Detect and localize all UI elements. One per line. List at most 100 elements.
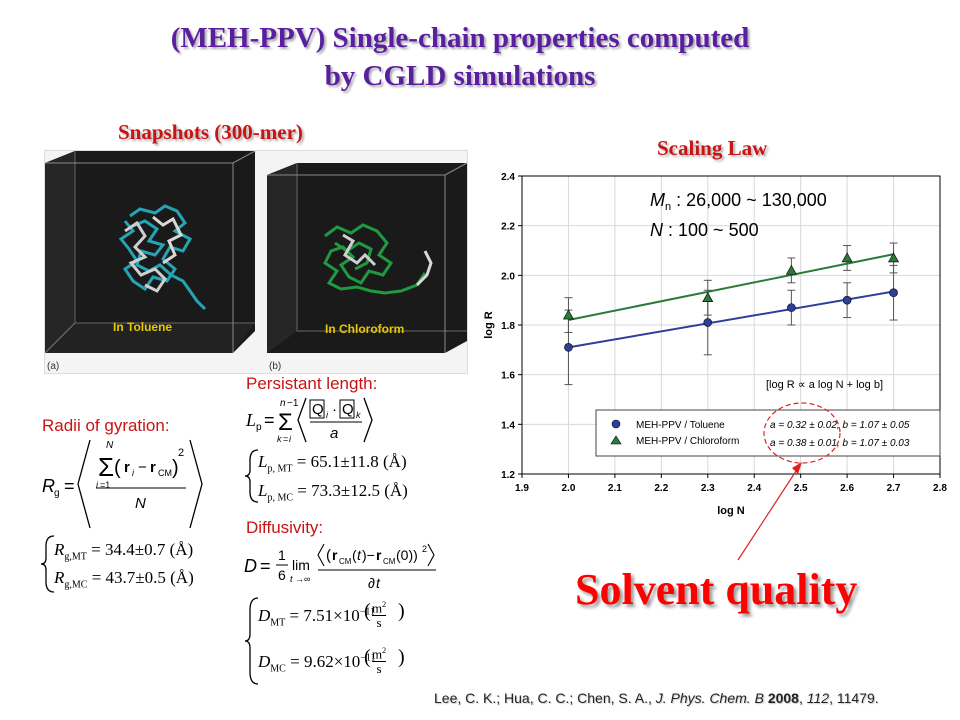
diffusivity-brace [244, 596, 272, 686]
svg-text:=: = [283, 434, 288, 444]
svg-text:1: 1 [278, 547, 286, 563]
slide-title-line-1: (MEH-PPV) Single-chain properties comput… [170, 22, 750, 54]
solvent-quality-arrow [737, 462, 802, 561]
svg-text:t: t [357, 547, 362, 563]
svg-text:i: i [289, 434, 292, 444]
y-tick-label: 1.8 [501, 321, 515, 332]
svg-text:(: ( [114, 457, 121, 479]
n-annotation: N : 100 ~ 500 [650, 220, 759, 240]
mn-annotation: Mn : 26,000 ~ 130,000 [650, 190, 827, 213]
chloroform-snapshot-box [267, 162, 468, 353]
svg-text:r: r [376, 547, 382, 563]
svg-text:N : 100 ~ 500: N : 100 ~ 500 [650, 220, 759, 240]
slide-title-line-2: by CGLD simulations [324, 60, 596, 92]
legend-label-toluene: MEH-PPV / Toluene [636, 420, 725, 431]
svg-text:D: D [244, 556, 257, 576]
svg-text:p: p [256, 422, 262, 433]
y-tick-label: 2.4 [501, 172, 515, 183]
y-tick-label: 1.6 [501, 371, 515, 382]
chart-series [562, 242, 900, 386]
d-mt-mantissa: 7.51×10 [303, 606, 360, 625]
lp-mt-value: 65.1±11.8 (Å) [310, 452, 407, 471]
data-point [562, 309, 574, 320]
svg-text:i: i [132, 468, 135, 478]
persistent-length-formula: L p = n −1 Σ k = i Q i · Q k a [244, 392, 444, 448]
chloroform-label: In Chloroform [325, 322, 404, 336]
citation-authors: Lee, C. K.; Hua, C. C.; Chen, S. A., [434, 690, 656, 706]
svg-text:i: i [96, 480, 99, 490]
fit-equation: [log R ∝ a log N + log b] [766, 379, 883, 391]
svg-text:6: 6 [278, 567, 286, 583]
fit-line [568, 290, 894, 349]
svg-text:=: = [260, 556, 271, 576]
fit-label-toluene: a = 0.32 ± 0.02, b = 1.07 ± 0.05 [770, 420, 910, 431]
y-tick-label: 1.2 [501, 470, 515, 481]
radii-of-gyration-label: Radii of gyration: [42, 416, 170, 435]
svg-text:i: i [326, 410, 329, 420]
d-mt-unit: ( m2 s ) [364, 600, 405, 631]
svg-text:n: n [280, 398, 286, 409]
x-tick-label: 2.3 [701, 483, 715, 494]
y-tick-label: 1.4 [501, 420, 515, 431]
diffusivity-formula: D = 1 6 lim t →∞ ( r CM (t)− r CM (0)) 2 … [242, 538, 442, 594]
x-tick-label: 2.1 [608, 483, 622, 494]
svg-text:L: L [245, 410, 256, 430]
svg-text:N: N [106, 440, 114, 451]
svg-text:(: ( [326, 547, 331, 564]
svg-text:t: t [376, 575, 381, 591]
svg-text:r: r [150, 459, 156, 476]
rg-mt-row: Rg,MT = 34.4±0.7 (Å) [54, 540, 194, 563]
persistent-length-label: Persistant length: [246, 374, 378, 393]
snapshot-figure: (a) In Toluene (b) In Chloroform [44, 150, 468, 374]
svg-text:R: R [42, 476, 55, 496]
svg-text:Q: Q [342, 401, 354, 418]
d-mt-exponent: −11 [359, 606, 375, 618]
lp-mc-value: 73.3±12.5 (Å) [311, 481, 408, 500]
mn-range: : 26,000 ~ 130,000 [676, 190, 827, 210]
d-mc-row: DMC = 9.62×10−11 [258, 652, 376, 675]
series-chloroform [562, 242, 900, 333]
legend-label-chloroform: MEH-PPV / Chloroform [636, 436, 739, 447]
scaling-law-chart: 1.9 2.0 2.1 2.2 2.3 2.4 2.5 2.6 2.7 2.8 1.2 1.4 1.6 1… [483, 172, 947, 517]
svg-text:)−: )− [362, 547, 375, 563]
citation: Lee, C. K.; Hua, C. C.; Chen, S. A., J. … [434, 690, 879, 706]
svg-text:2: 2 [422, 544, 427, 554]
data-point [842, 295, 852, 305]
y-axis-label: log R [483, 311, 495, 339]
svg-text:r: r [124, 459, 130, 476]
d-mc-unit: ( m2 s ) [364, 646, 405, 677]
legend-marker-chloroform [610, 435, 622, 445]
data-point [703, 318, 713, 327]
svg-text:CM: CM [158, 468, 172, 478]
data-point [841, 252, 853, 263]
chart-legend: MEH-PPV / Toluene MEH-PPV / Chloroform a… [595, 409, 941, 457]
rg-mc-row: Rg,MC = 43.7±0.5 (Å) [54, 568, 194, 591]
radii-of-gyration-formula: R g = N Σ i =1 ( r i − r CM ) 2 N [40, 436, 220, 532]
fit-line [568, 253, 894, 322]
svg-text:t: t [290, 574, 293, 584]
x-tick-label: 2.4 [747, 483, 761, 494]
d-mt-row: DMT = 7.51×10−11 [258, 606, 375, 629]
data-point [702, 292, 714, 302]
fit-label-chloroform: a = 0.38 ± 0.01, b = 1.07 ± 0.03 [770, 438, 910, 449]
solvent-quality-callout: Solvent quality [575, 565, 858, 614]
x-tick-label: 2.6 [840, 483, 854, 494]
svg-text:k: k [277, 434, 282, 444]
citation-volume: 112 [806, 690, 830, 706]
persistent-length-brace [244, 448, 272, 504]
toluene-label: In Toluene [113, 320, 172, 334]
svg-text:Mn : 26,000 ~ 130,000: Mn : 26,000 ~ 130,000 [650, 190, 827, 213]
d-mc-exponent: −11 [360, 652, 376, 664]
svg-text:·: · [332, 401, 337, 418]
x-tick-label: 2.8 [933, 483, 947, 494]
svg-text:k: k [356, 410, 361, 420]
rg-brace [40, 534, 68, 594]
toluene-snapshot-box [44, 150, 256, 354]
x-axis-label: log N [717, 505, 745, 517]
d-mc-mantissa: 9.62×10 [303, 652, 361, 671]
svg-text:=1: =1 [100, 480, 110, 490]
citation-pages: , 11479. [829, 690, 879, 706]
svg-text:CM: CM [383, 557, 396, 566]
svg-text:Σ: Σ [98, 452, 114, 482]
svg-text:=: = [264, 410, 275, 430]
